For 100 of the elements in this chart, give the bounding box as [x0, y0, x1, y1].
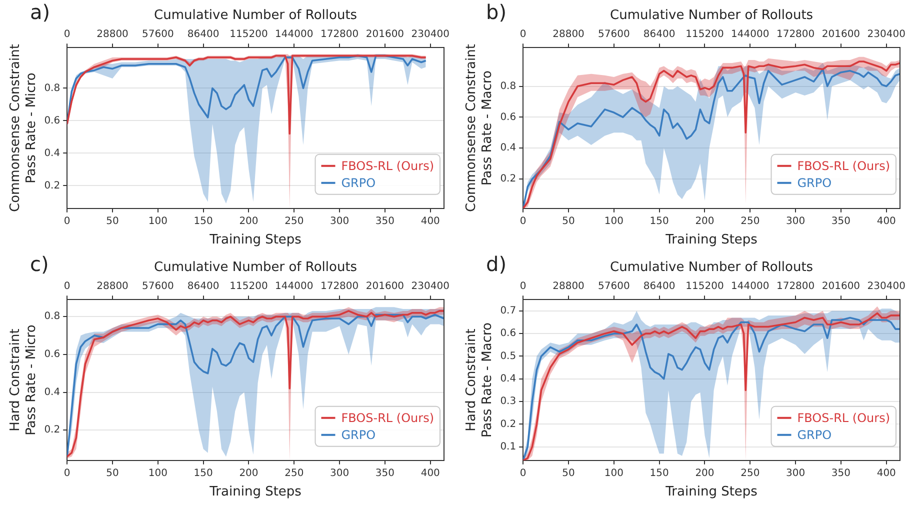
y-tick-label: 0.4 [500, 142, 516, 154]
x-tick-label: 250 [284, 468, 304, 479]
y-tick-label: 0.4 [44, 148, 60, 159]
x2-tick-label: 144000 [731, 29, 770, 40]
x-tick-label: 0 [64, 468, 70, 479]
x-tick-label: 150 [194, 468, 213, 479]
x-axis-title: Training Steps [664, 232, 758, 248]
x2-axis-title: Cumulative Number of Rollouts [610, 8, 814, 24]
x-tick-label: 50 [562, 468, 575, 479]
x-tick-label: 400 [876, 216, 896, 227]
x2-tick-label: 86400 [187, 281, 220, 292]
x-tick-label: 150 [194, 216, 213, 227]
x2-tick-label: 230400 [411, 281, 450, 292]
x2-axis-title: Cumulative Number of Rollouts [610, 260, 814, 276]
y-tick-label: 0.8 [44, 311, 60, 322]
x-tick-label: 200 [239, 216, 258, 227]
legend-label: FBOS-RL (Ours) [797, 411, 890, 426]
x2-tick-label: 230400 [411, 29, 450, 40]
x-tick-label: 150 [650, 468, 669, 479]
x-tick-label: 50 [106, 216, 119, 227]
y-axis-title: Commonsense Constraint Pass Rate - Micro [8, 44, 39, 212]
x2-tick-label: 172800 [320, 29, 359, 40]
x2-tick-label: 201600 [366, 29, 404, 40]
x2-tick-label: 0 [64, 281, 70, 292]
legend-label: GRPO [797, 428, 832, 442]
y-tick-label: 0.2 [500, 174, 516, 185]
text: a) [30, 0, 50, 24]
x2-tick-label: 86400 [643, 29, 676, 40]
text: c) [30, 252, 49, 276]
x-tick-label: 250 [284, 216, 304, 227]
x-tick-label: 200 [239, 468, 258, 479]
x2-tick-label: 28800 [552, 29, 584, 40]
y-tick-label: 0.2 [44, 424, 60, 436]
y-tick-label: 0.4 [44, 386, 60, 398]
x2-tick-label: 115200 [686, 29, 724, 40]
legend-label: GRPO [341, 428, 376, 442]
x-tick-label: 50 [106, 468, 119, 479]
x-tick-label: 300 [786, 468, 806, 479]
x2-tick-label: 57600 [598, 29, 630, 40]
x2-tick-label: 172800 [776, 281, 815, 292]
x-tick-label: 50 [562, 216, 575, 227]
y-axis-title: Hard Constraint Pass Rate - Micro [8, 324, 39, 436]
x2-axis-title: Cumulative Number of Rollouts [154, 8, 358, 24]
x-tick-label: 400 [876, 468, 896, 479]
y-tick-label: 0.5 [500, 350, 516, 362]
x2-tick-label: 144000 [731, 281, 770, 292]
x2-tick-label: 144000 [275, 29, 314, 40]
x-tick-label: 300 [330, 468, 350, 479]
x-tick-label: 300 [786, 216, 806, 227]
legend-label: GRPO [341, 176, 376, 190]
y-tick-label: 0.6 [500, 328, 516, 340]
y-tick-label: 0.4 [500, 373, 516, 384]
x-tick-label: 200 [695, 216, 714, 227]
x2-tick-label: 28800 [552, 281, 584, 292]
y-tick-label: 0.2 [500, 418, 516, 430]
x-tick-label: 300 [330, 216, 350, 227]
x-tick-label: 350 [375, 216, 395, 227]
y-tick-label: 0.8 [44, 82, 60, 94]
x2-tick-label: 230400 [867, 29, 906, 40]
x2-tick-label: 201600 [366, 281, 404, 292]
y-tick-label: 0.6 [44, 115, 60, 126]
legend-label: FBOS-RL (Ours) [797, 159, 890, 174]
text: d) [486, 252, 506, 276]
x2-tick-label: 0 [520, 281, 526, 292]
x2-tick-label: 0 [520, 29, 526, 40]
y-axis-title: Commonsense Constraint Pass Rate - Macro [464, 44, 495, 212]
x2-tick-label: 57600 [598, 281, 630, 292]
x-tick-label: 0 [64, 216, 70, 227]
x-tick-label: 0 [520, 468, 526, 479]
y-tick-label: 0.8 [500, 80, 516, 92]
x-tick-label: 250 [740, 468, 760, 479]
x-axis-title: Training Steps [208, 232, 302, 248]
x2-tick-label: 115200 [230, 281, 268, 292]
x2-tick-label: 115200 [686, 281, 724, 292]
x2-tick-label: 28800 [96, 281, 128, 292]
x-tick-label: 150 [650, 216, 669, 227]
x-tick-label: 100 [604, 216, 624, 227]
x2-tick-label: 86400 [187, 29, 220, 40]
x-axis-title: Training Steps [664, 484, 758, 500]
x-tick-label: 350 [831, 468, 851, 479]
y-tick-label: 0.6 [44, 349, 60, 360]
x2-tick-label: 144000 [275, 281, 314, 292]
x-tick-label: 0 [520, 216, 526, 227]
text: b) [486, 0, 506, 24]
x-tick-label: 100 [148, 216, 168, 227]
x2-tick-label: 172800 [776, 29, 815, 40]
x-tick-label: 350 [375, 468, 395, 479]
x-tick-label: 200 [695, 468, 714, 479]
x-tick-label: 400 [420, 468, 440, 479]
y-tick-label: 0.3 [500, 396, 516, 408]
x-tick-label: 400 [420, 216, 440, 227]
x-axis-title: Training Steps [208, 484, 302, 500]
x2-tick-label: 57600 [142, 29, 174, 40]
legend-label: FBOS-RL (Ours) [341, 411, 434, 426]
x2-tick-label: 115200 [230, 29, 268, 40]
y-tick-label: 0.6 [500, 112, 516, 123]
x2-tick-label: 57600 [142, 281, 174, 292]
y-axis-title: Hard Constraint Pass Rate - Macro [464, 322, 495, 438]
x-tick-label: 100 [604, 468, 624, 479]
legend-label: GRPO [797, 176, 832, 190]
